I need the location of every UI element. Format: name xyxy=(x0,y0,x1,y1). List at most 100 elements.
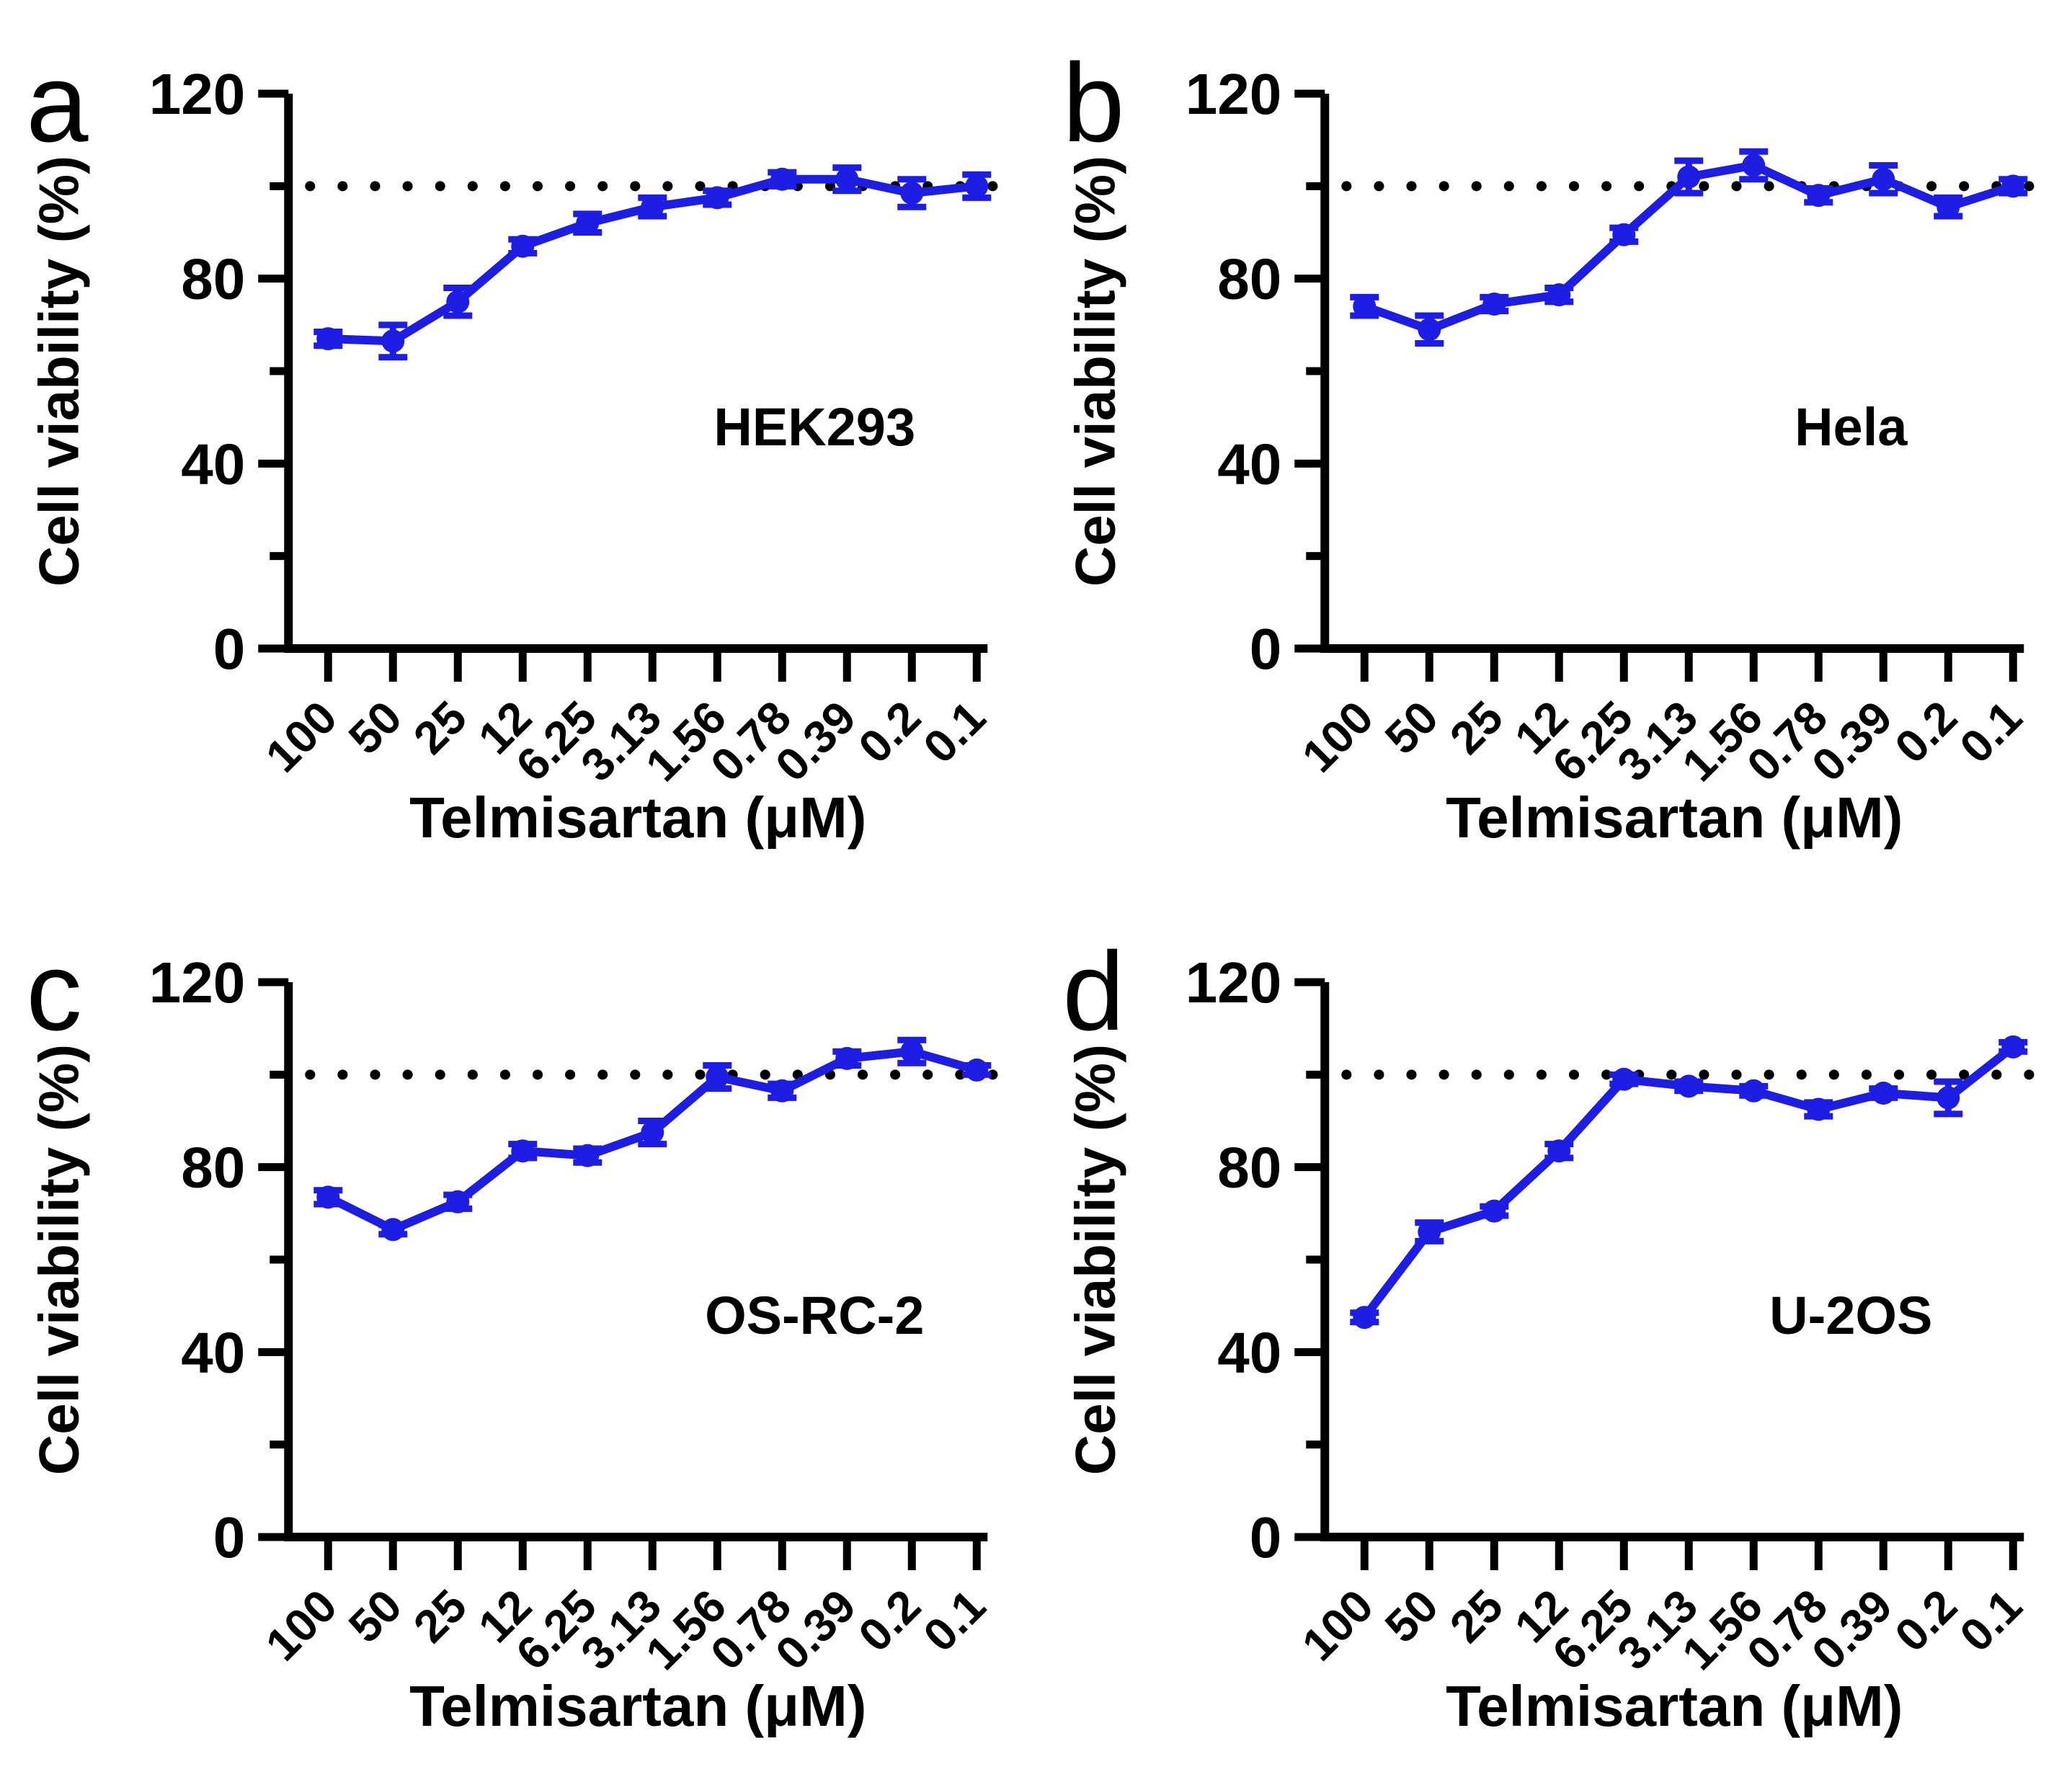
y-tick-label: 40 xyxy=(1217,1320,1281,1384)
data-points xyxy=(316,167,989,353)
data-point xyxy=(1611,223,1635,246)
data-point xyxy=(770,167,794,191)
axes xyxy=(1320,94,2024,653)
y-tick-label: 120 xyxy=(1185,950,1281,1015)
data-point xyxy=(1871,167,1895,191)
data-point xyxy=(965,1058,989,1082)
data-points xyxy=(1352,153,2024,342)
axes xyxy=(284,94,988,653)
data-point xyxy=(511,1139,535,1163)
x-axis-label: Telmisartan (μM) xyxy=(409,785,866,850)
data-point xyxy=(576,1144,600,1167)
y-tick-label: 0 xyxy=(213,617,246,681)
y-axis-label: Cell viability (%) xyxy=(1063,1044,1126,1475)
chart-c: 040801201005025126.253.131.560.780.390.2… xyxy=(26,929,1018,1738)
x-tick-label: 25 xyxy=(404,691,476,764)
data-point xyxy=(446,290,470,313)
y-tick-label: 40 xyxy=(181,432,245,496)
y-tick-label: 120 xyxy=(1185,62,1281,126)
panel-b: 0 40 80 120 100 50 25 12 6.25 3.13 1.56 0.78 0.39 0.2… xyxy=(1036,0,2072,888)
data-point xyxy=(1352,1306,1376,1330)
panel-d: 0 40 80 120 100 50 25 12 6.25 3.13 1.56 0.78 0.39 0.2… xyxy=(1036,888,2072,1777)
data-point xyxy=(381,329,405,353)
x-tick-label: 0.1 xyxy=(1949,691,2032,773)
y-tick-label: 40 xyxy=(181,1320,245,1384)
y-axis-label: Cell viability (%) xyxy=(27,156,90,587)
data-point xyxy=(1741,153,1765,177)
data-point xyxy=(835,1046,859,1070)
data-point xyxy=(316,327,340,351)
x-tick-label: 0.1 xyxy=(913,1580,995,1662)
data-point xyxy=(1611,1067,1635,1091)
data-points xyxy=(1352,1035,2024,1330)
x-tick-label: 0.1 xyxy=(913,691,995,773)
x-axis-label: Telmisartan (μM) xyxy=(1446,1674,1903,1738)
x-tick-label: 50 xyxy=(1374,1580,1447,1652)
cell-line-label: HEK293 xyxy=(713,397,915,457)
x-tick-label: 100 xyxy=(1291,1580,1382,1670)
data-point xyxy=(1417,1220,1441,1244)
data-point xyxy=(511,234,535,258)
x-tick-label: 50 xyxy=(339,691,412,764)
y-tick-label: 40 xyxy=(1217,432,1281,496)
x-tick-label: 0.39 xyxy=(765,691,866,791)
x-tick-label: 50 xyxy=(1374,691,1447,764)
data-point xyxy=(641,195,664,219)
data-point xyxy=(706,1065,729,1089)
panel-letter: a xyxy=(26,40,89,165)
data-point xyxy=(1676,165,1700,189)
y-tick-label: 80 xyxy=(1217,247,1281,311)
x-tick-label: 0.39 xyxy=(1802,1580,1902,1680)
data-point xyxy=(770,1079,794,1103)
cell-line-label: U-2OS xyxy=(1769,1286,1932,1345)
x-tick-label: 25 xyxy=(1439,691,1512,764)
panel-c: 0 40 80 120 100 50 25 12 6.25 3.13 1.56 0.78 0.39 0.2… xyxy=(0,888,1036,1777)
cell-line-label: OS-RC-2 xyxy=(705,1286,924,1345)
x-tick-label: 100 xyxy=(1291,691,1382,782)
data-point xyxy=(1936,195,1960,219)
data-point xyxy=(1741,1079,1765,1103)
y-tick-label: 0 xyxy=(213,1505,246,1569)
data-point xyxy=(381,1218,405,1242)
x-tick-label: 0.39 xyxy=(765,1580,866,1680)
panel-letter: d xyxy=(1062,929,1124,1054)
x-tick-label: 100 xyxy=(256,691,347,782)
data-point xyxy=(900,1040,924,1064)
data-point xyxy=(1871,1082,1895,1105)
x-tick-label: 25 xyxy=(1439,1580,1512,1652)
cell-line-label: Hela xyxy=(1795,397,1908,457)
data-point xyxy=(2001,174,2024,198)
data-point xyxy=(1806,1097,1830,1121)
chart-b: 040801201005025126.253.131.560.780.390.2… xyxy=(1062,40,2054,850)
data-point xyxy=(1352,295,1376,319)
x-tick-label: 100 xyxy=(256,1580,347,1670)
data-point xyxy=(1806,184,1830,208)
axes xyxy=(284,982,988,1541)
data-point xyxy=(641,1121,664,1144)
data-point xyxy=(1547,283,1570,307)
data-point xyxy=(1936,1086,1960,1110)
x-axis-label: Telmisartan (μM) xyxy=(1446,785,1903,850)
x-tick-label: 25 xyxy=(404,1580,476,1652)
y-tick-label: 0 xyxy=(1249,617,1281,681)
y-tick-label: 80 xyxy=(181,247,245,311)
axes xyxy=(1320,982,2024,1541)
data-point xyxy=(316,1185,340,1209)
data-point xyxy=(1417,318,1441,342)
x-axis-label: Telmisartan (μM) xyxy=(409,1674,866,1738)
panel-letter: b xyxy=(1062,40,1124,165)
data-point xyxy=(446,1190,470,1213)
y-axis-label: Cell viability (%) xyxy=(1063,156,1126,587)
data-point xyxy=(1547,1139,1570,1163)
y-tick-label: 80 xyxy=(181,1136,245,1200)
y-tick-label: 120 xyxy=(149,62,245,126)
x-tick-label: 0.1 xyxy=(1949,1580,2032,1662)
y-axis-label: Cell viability (%) xyxy=(27,1044,90,1475)
x-tick-label: 50 xyxy=(339,1580,412,1652)
x-tick-label: 0.39 xyxy=(1802,691,1902,791)
data-point xyxy=(1676,1074,1700,1098)
data-point xyxy=(835,167,859,191)
chart-d: 040801201005025126.253.131.560.780.390.2… xyxy=(1062,929,2054,1738)
data-point xyxy=(576,211,600,235)
